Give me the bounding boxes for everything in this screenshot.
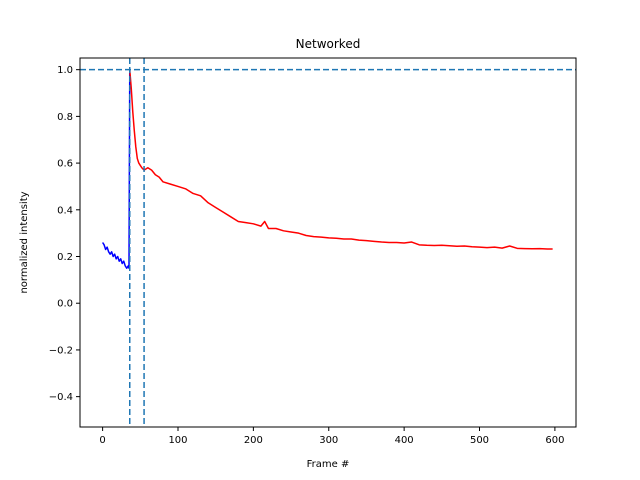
y-tick-label: 0.2 xyxy=(57,252,73,263)
y-tick-label: −0.4 xyxy=(49,392,73,403)
y-axis-label: normalized intensity xyxy=(19,191,30,293)
y-tick-label: 0.4 xyxy=(57,205,73,216)
y-tick-label: 0.6 xyxy=(57,159,73,170)
y-tick-label: −0.2 xyxy=(49,345,73,356)
y-tick-label: 0.8 xyxy=(57,112,73,123)
x-tick-label: 400 xyxy=(395,435,414,446)
x-tick-label: 0 xyxy=(99,435,105,446)
y-tick-label: 1.0 xyxy=(57,65,73,76)
x-axis-label: Frame # xyxy=(307,459,350,470)
y-tick-label: 0.0 xyxy=(57,299,73,310)
y-axis-ticks: −0.4 −0.2 0.0 0.2 0.4 0.6 0.8 1.0 xyxy=(49,65,80,403)
x-tick-label: 100 xyxy=(168,435,187,446)
x-tick-label: 600 xyxy=(545,435,564,446)
x-tick-label: 500 xyxy=(470,435,489,446)
x-axis-ticks: 0 100 200 300 400 500 600 xyxy=(99,427,564,446)
x-tick-label: 300 xyxy=(319,435,338,446)
plot-area xyxy=(80,58,576,427)
series-line-0 xyxy=(101,69,131,269)
plot-frame xyxy=(79,57,577,428)
chart-title: Networked xyxy=(296,37,361,51)
x-tick-label: 200 xyxy=(244,435,263,446)
series-line-1 xyxy=(129,69,553,250)
